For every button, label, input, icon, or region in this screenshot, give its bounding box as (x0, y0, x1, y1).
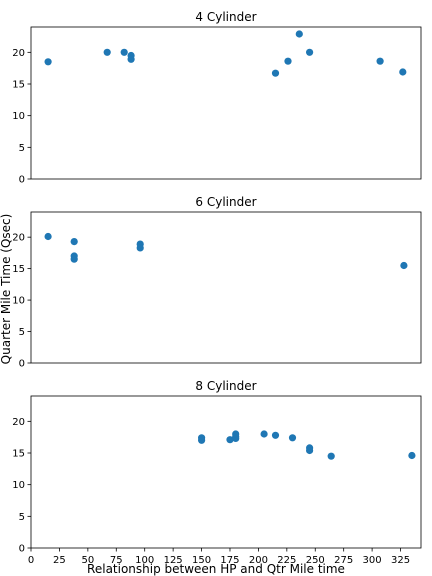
y-tick-label: 10 (12, 480, 25, 491)
y-tick-label: 20 (12, 417, 25, 428)
data-point (44, 232, 52, 241)
data-point (400, 261, 408, 270)
data-point (327, 452, 335, 460)
y-tick-label: 5 (19, 143, 25, 154)
data-point (408, 451, 416, 460)
x-tick-label: 50 (81, 555, 94, 566)
data-point (44, 58, 52, 66)
subplot-panels: 4 Cylinder 0 5 10 15 20 6 Cylinder 0 5 10 15 20 8 Cy… (12, 10, 422, 566)
x-tick-label: 125 (164, 555, 183, 566)
data-point (120, 48, 128, 56)
data-point (70, 255, 78, 263)
x-tick-label: 250 (306, 555, 325, 566)
axes-frame (30, 395, 422, 549)
y-tick-label: 15 (12, 449, 25, 460)
panel-title: 4 Cylinder (195, 10, 256, 24)
y-tick-label: 15 (12, 264, 25, 275)
data-point (284, 57, 292, 65)
y-tick-label: 5 (19, 512, 25, 523)
data-point (271, 431, 280, 439)
x-tick-label: 325 (391, 555, 410, 566)
y-tick-label: 0 (19, 175, 25, 186)
x-tick-label: 150 (192, 555, 211, 566)
panel-title: 6 Cylinder (195, 195, 256, 209)
y-tick-label: 5 (19, 327, 25, 338)
data-point (306, 48, 314, 56)
data-point (376, 57, 384, 65)
data-point (70, 238, 78, 246)
y-tick-label: 15 (12, 80, 25, 91)
data-point (399, 68, 407, 76)
x-tick-label: 300 (363, 555, 382, 566)
data-point (232, 430, 240, 438)
axes-frame (30, 26, 422, 180)
data-point (271, 69, 280, 77)
y-axis-label: Quarter Mile Time (Qsec) (0, 214, 13, 365)
data-point (260, 430, 268, 438)
y-tick-label: 10 (12, 111, 25, 122)
data-point (288, 434, 297, 442)
panel-title: 8 Cylinder (195, 379, 256, 393)
x-axis-label: Relationship between HP and Qtr Mile tim… (87, 562, 345, 576)
x-tick-label: 275 (334, 555, 353, 566)
data-point (127, 55, 135, 63)
data-point (295, 30, 303, 38)
x-tick-label: 175 (220, 555, 239, 566)
x-tick-label: 25 (53, 555, 66, 566)
data-point (103, 48, 111, 56)
subplot-1: 4 Cylinder 0 5 10 15 20 (12, 10, 422, 186)
data-point (198, 436, 206, 444)
y-tick-label: 20 (12, 48, 25, 59)
y-tick-label: 0 (19, 359, 25, 370)
y-tick-label: 10 (12, 296, 25, 307)
subplot-2: 6 Cylinder 0 5 10 15 20 (12, 195, 422, 370)
x-tick-label: 225 (277, 555, 296, 566)
data-point (136, 244, 144, 252)
x-tick-label: 100 (135, 555, 154, 566)
x-tick-label: 75 (110, 555, 123, 566)
data-point (226, 436, 234, 444)
data-point (306, 446, 314, 455)
x-tick-label: 0 (28, 555, 34, 566)
axes-frame (30, 211, 422, 364)
y-tick-label: 0 (19, 544, 25, 555)
y-tick-label: 20 (12, 233, 25, 244)
x-tick-label: 200 (249, 555, 268, 566)
